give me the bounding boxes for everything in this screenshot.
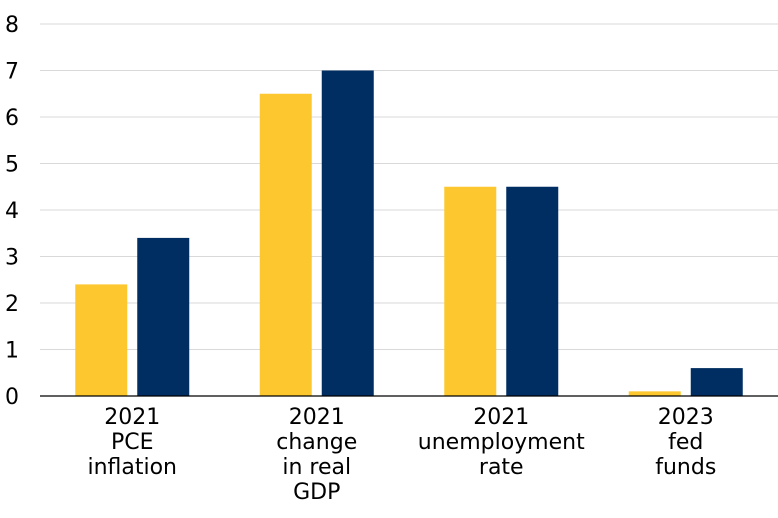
y-tick-label-1: 1: [5, 339, 19, 364]
y-tick-label-6: 6: [5, 106, 19, 131]
bar-series1-category1: [75, 284, 128, 396]
y-tick-label-5: 5: [5, 153, 19, 178]
bar-series1-category4: [628, 391, 681, 396]
y-tick-label-0: 0: [5, 385, 19, 410]
y-tick-label-3: 3: [5, 246, 19, 271]
x-category-label-line: 2023: [658, 405, 714, 430]
y-tick-label-2: 2: [5, 292, 19, 317]
x-category-label-line: fed: [668, 430, 703, 455]
bars: [75, 70, 743, 396]
bar-series2-category3: [506, 186, 559, 396]
y-axis-ticks: 0 1 2 3 4 5 6 7 8: [5, 13, 19, 410]
x-category-label-3: 2021 unemployment rate: [418, 405, 585, 480]
x-category-label-line: 2021: [104, 405, 160, 430]
x-category-label-line: rate: [479, 455, 524, 480]
bar-series1-category3: [444, 186, 497, 396]
x-category-label-line: 2021: [289, 405, 345, 430]
x-category-label-line: funds: [655, 455, 716, 480]
y-tick-label-8: 8: [5, 13, 19, 38]
x-category-label-4: 2023 fed funds: [655, 405, 716, 480]
bar-series2-category2: [321, 70, 374, 396]
x-category-label-2: 2021 change in real GDP: [276, 405, 357, 505]
x-category-label-1: 2021 PCE inflation: [87, 405, 177, 480]
bar-series1-category2: [259, 93, 312, 396]
y-tick-label-4: 4: [5, 199, 19, 224]
x-category-label-line: in real: [282, 455, 351, 480]
x-category-label-line: unemployment: [418, 430, 585, 455]
x-category-label-line: inflation: [87, 455, 177, 480]
x-category-label-line: PCE: [111, 430, 154, 455]
x-category-label-line: change: [276, 430, 357, 455]
bar-series2-category4: [690, 368, 743, 396]
x-category-label-line: GDP: [293, 480, 340, 505]
x-category-label-line: 2021: [473, 405, 529, 430]
y-tick-label-7: 7: [5, 60, 19, 85]
bar-series2-category1: [137, 237, 190, 396]
